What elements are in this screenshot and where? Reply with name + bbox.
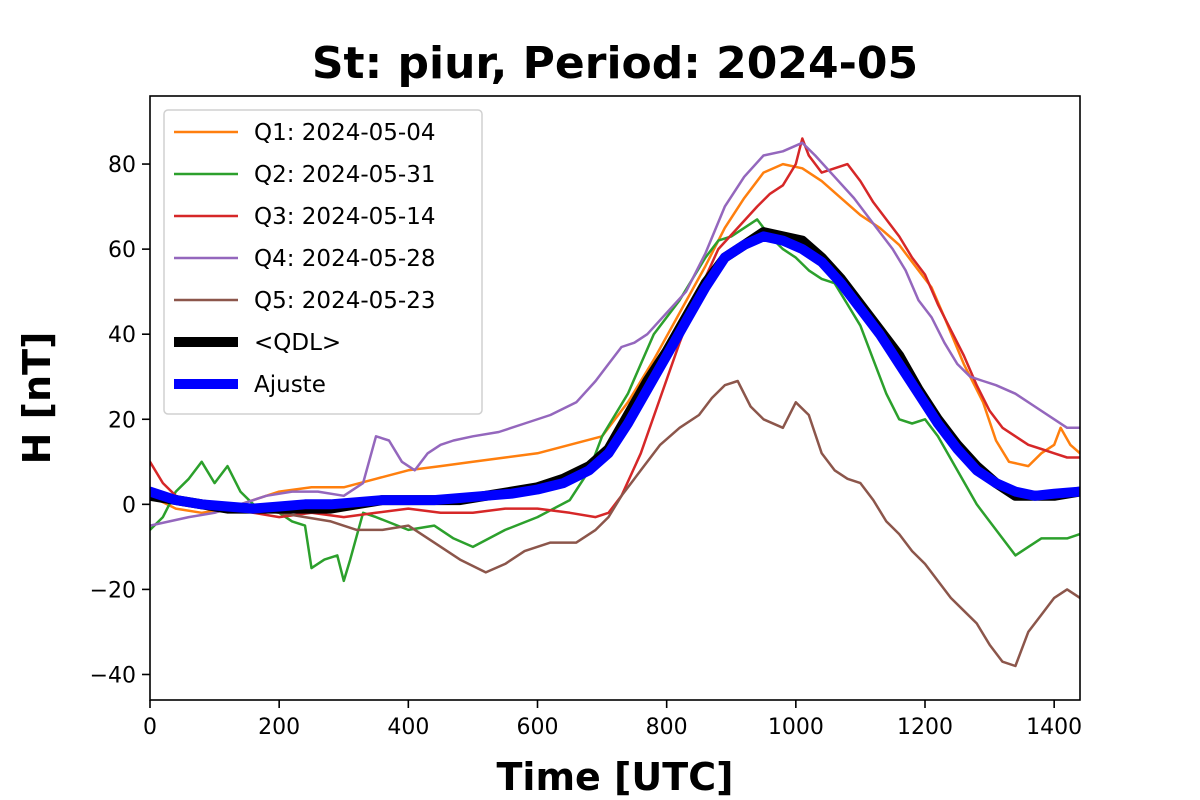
x-tick-label: 800 bbox=[646, 715, 688, 740]
legend-box bbox=[163, 109, 483, 415]
plot-frame bbox=[149, 95, 1081, 701]
legend-entry: Q3: 2024-05-14 bbox=[254, 204, 435, 230]
y-tick-label: 20 bbox=[108, 408, 136, 433]
legend-entry: Q1: 2024-05-04 bbox=[254, 120, 435, 146]
series-line-2 bbox=[150, 218, 1080, 583]
x-tick-label: 600 bbox=[517, 715, 559, 740]
legend-entry: Q2: 2024-05-31 bbox=[254, 162, 435, 188]
y-tick-label: −20 bbox=[90, 578, 136, 603]
x-tick-label: 200 bbox=[258, 715, 300, 740]
legend-entry: <QDL> bbox=[254, 330, 341, 356]
y-axis-ticks: −40 −20 0 20 40 60 80 bbox=[90, 153, 150, 688]
x-tick-label: 1000 bbox=[768, 715, 824, 740]
chart-title: St: piur, Period: 2024-05 bbox=[312, 38, 918, 89]
series-line-4 bbox=[150, 141, 1080, 527]
legend-entry: Q5: 2024-05-23 bbox=[254, 288, 435, 314]
legend-entry: Q4: 2024-05-28 bbox=[254, 246, 435, 272]
y-tick-label: 0 bbox=[122, 493, 136, 518]
series-line-1 bbox=[150, 162, 1080, 515]
x-tick-label: 1400 bbox=[1026, 715, 1082, 740]
x-axis-label: Time [UTC] bbox=[497, 755, 734, 799]
series-line-3 bbox=[150, 137, 1080, 519]
y-tick-label: 80 bbox=[108, 153, 136, 178]
x-tick-label: 1200 bbox=[897, 715, 953, 740]
plot-series bbox=[150, 137, 1080, 668]
series-line-5 bbox=[150, 379, 1080, 668]
legend-entry: Ajuste bbox=[254, 372, 326, 398]
y-tick-label: 40 bbox=[108, 323, 136, 348]
x-axis-ticks: 0 200 400 600 800 1000 1200 1400 bbox=[143, 700, 1082, 740]
x-tick-label: 0 bbox=[143, 715, 157, 740]
series-line-7 bbox=[150, 231, 1080, 514]
y-tick-label: −40 bbox=[90, 663, 136, 688]
legend: Q1: 2024-05-04 Q2: 2024-05-31 Q3: 2024-05-… bbox=[163, 109, 483, 415]
x-tick-label: 400 bbox=[387, 715, 429, 740]
y-axis-label: H [nT] bbox=[15, 332, 59, 465]
y-tick-label: 60 bbox=[108, 238, 136, 263]
